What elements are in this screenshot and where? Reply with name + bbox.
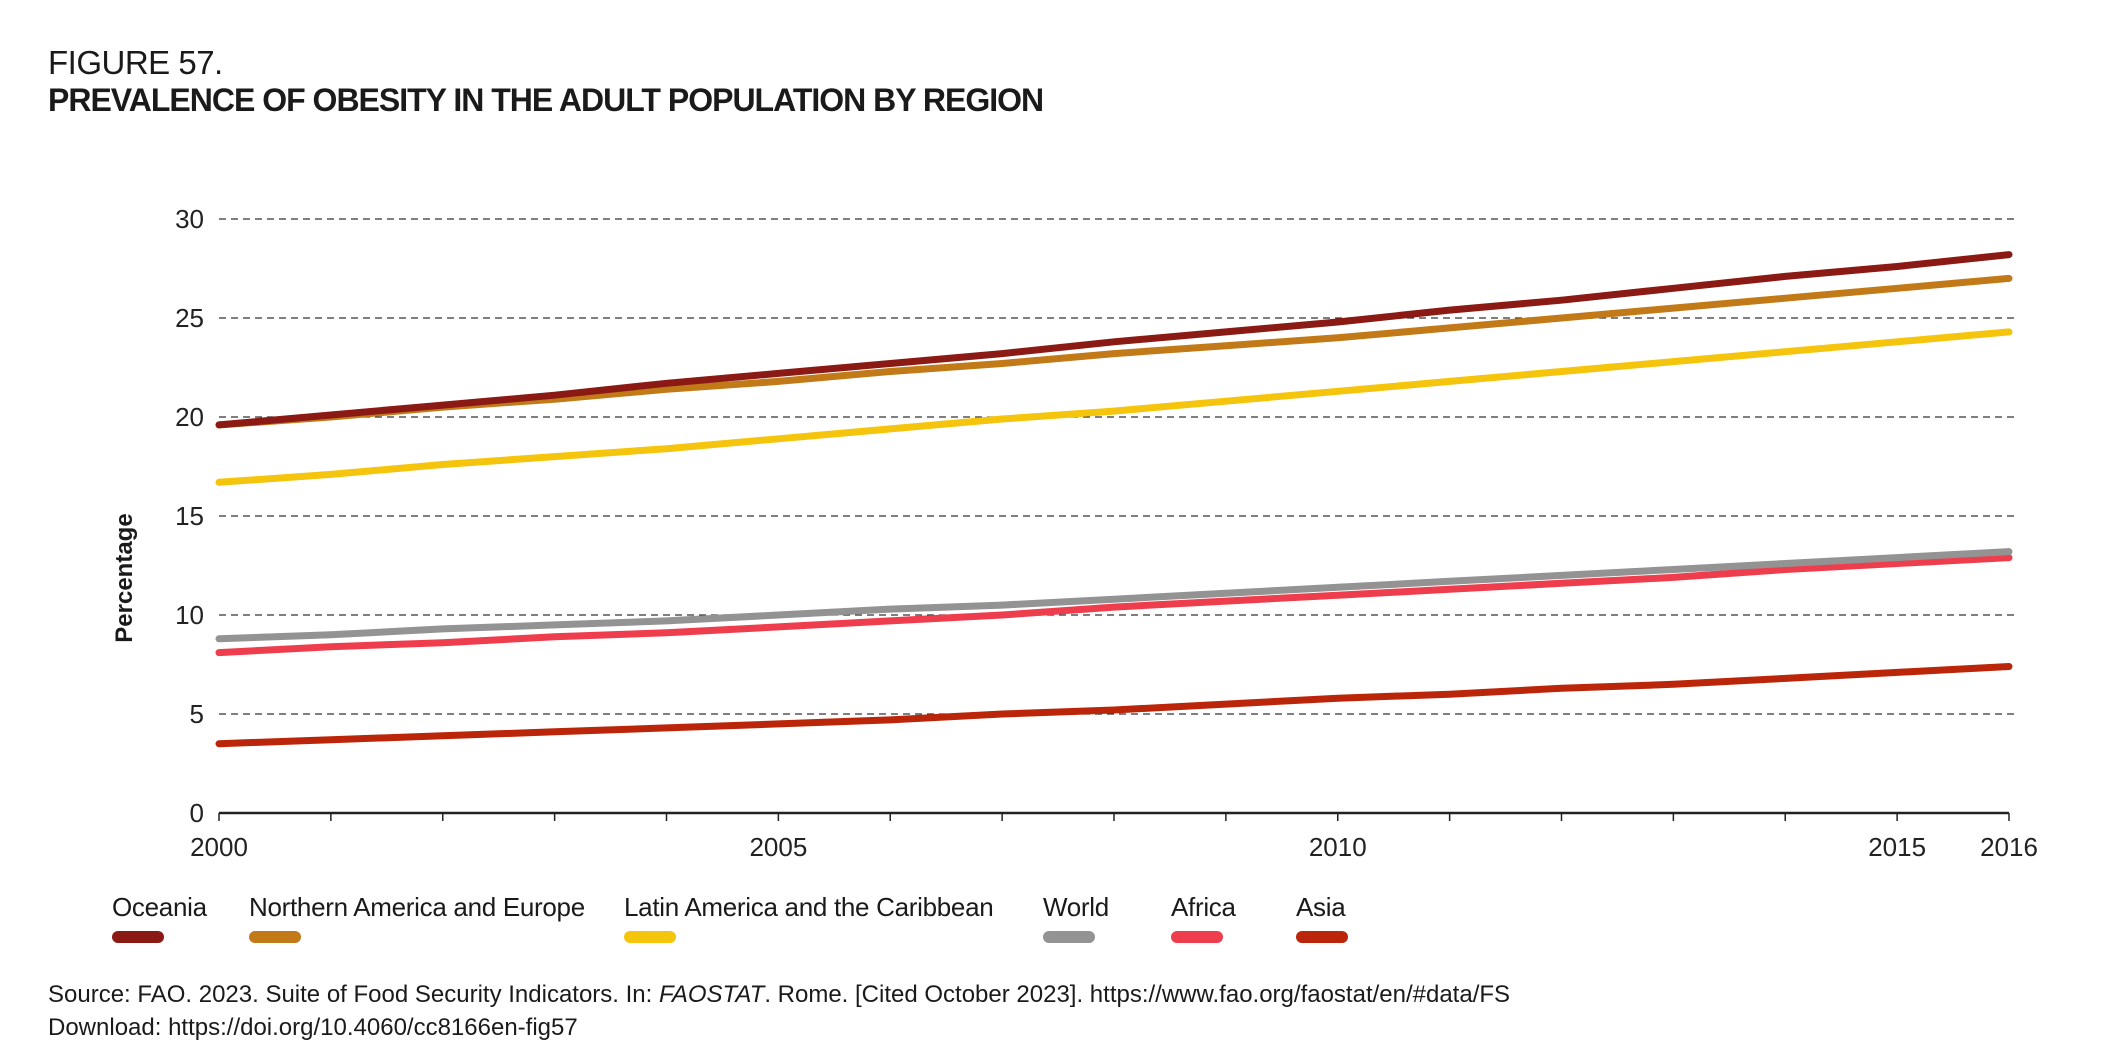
- y-tick-label: 5: [190, 699, 204, 729]
- x-axis: 2000 2005 2010 2015 2016: [190, 811, 2038, 862]
- x-tick-label: 2005: [749, 832, 807, 862]
- legend-item-northern-america-europe[interactable]: Northern America and Europe: [249, 892, 585, 943]
- series-lines: [215, 251, 2013, 748]
- legend-label: World: [1043, 892, 1109, 922]
- series-line-africa: [215, 554, 2013, 657]
- legend-item-oceania[interactable]: Oceania: [112, 892, 207, 943]
- download-link[interactable]: Download: https://doi.org/10.4060/cc8166…: [48, 1014, 578, 1041]
- source-note: Source: FAO. 2023. Suite of Food Securit…: [48, 978, 1510, 1044]
- y-tick-label: 15: [175, 501, 204, 531]
- legend-label: Northern America and Europe: [249, 892, 585, 922]
- legend-label: Oceania: [112, 892, 207, 922]
- legend-item-africa[interactable]: Africa: [1171, 892, 1236, 943]
- series-line-latin-america-and-the-caribbean: [215, 328, 2013, 486]
- y-tick-label: 25: [175, 303, 204, 333]
- legend-swatch: [1043, 931, 1095, 943]
- line-chart: 0 5 10 15 20 25 30 2000 2005 2010 2015 2016 Percen…: [111, 204, 2038, 862]
- y-axis-label: Percentage: [111, 513, 138, 642]
- source-italic: FAOSTAT: [658, 981, 765, 1008]
- x-tick-label: 2015: [1868, 832, 1926, 862]
- source-prefix: Source: FAO. 2023. Suite of Food Securit…: [48, 981, 659, 1008]
- legend-label: Africa: [1171, 892, 1236, 922]
- figure-number: FIGURE 57.: [48, 44, 223, 81]
- y-axis-ticks: 0 5 10 15 20 25 30: [175, 204, 204, 828]
- x-tick-label: 2010: [1309, 832, 1367, 862]
- legend-swatch: [112, 931, 164, 943]
- series-line-oceania: [215, 251, 2013, 429]
- gridlines: [219, 218, 2019, 715]
- y-tick-label: 10: [175, 600, 204, 630]
- legend-item-latin-america-caribbean[interactable]: Latin America and the Caribbean: [624, 892, 994, 943]
- legend-item-asia[interactable]: Asia: [1296, 892, 1348, 943]
- legend-item-world[interactable]: World: [1043, 892, 1109, 943]
- series-line-asia: [215, 663, 2013, 748]
- x-tick-label: 2016: [1980, 832, 2038, 862]
- source-suffix[interactable]: . Rome. [Cited October 2023]. https://ww…: [764, 981, 1511, 1008]
- figure-title: PREVALENCE OF OBESITY IN THE ADULT POPUL…: [48, 82, 1044, 118]
- legend: Oceania Northern America and Europe Lati…: [112, 892, 1412, 952]
- y-tick-label: 30: [175, 204, 204, 234]
- legend-swatch: [249, 931, 301, 943]
- x-tick-label: 2000: [190, 832, 248, 862]
- y-tick-label: 20: [175, 402, 204, 432]
- source-citation: Source: FAO. 2023. Suite of Food Securit…: [48, 978, 1510, 1011]
- series-line-world: [215, 548, 2013, 643]
- legend-label: Latin America and the Caribbean: [624, 892, 994, 922]
- legend-label: Asia: [1296, 892, 1346, 922]
- legend-swatch: [1296, 931, 1348, 943]
- legend-swatch: [1171, 931, 1223, 943]
- y-tick-label: 0: [190, 798, 204, 828]
- legend-swatch: [624, 931, 676, 943]
